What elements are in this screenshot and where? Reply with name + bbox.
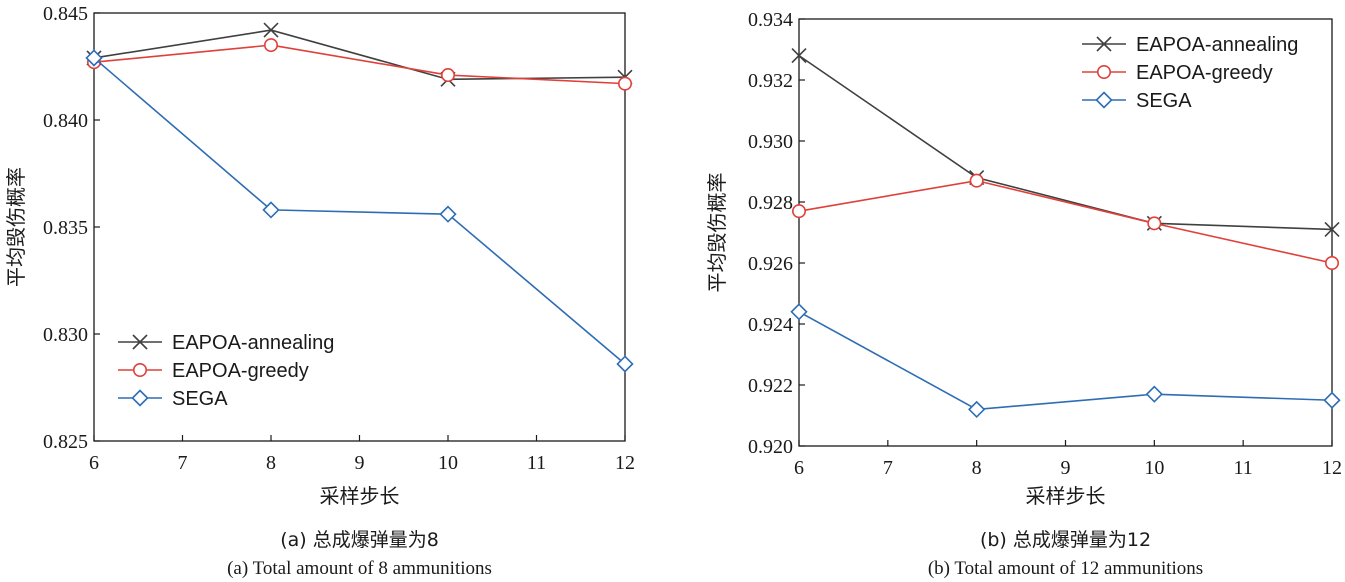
legend-label: EAPOA-greedy — [172, 360, 309, 382]
x-tick-label: 9 — [355, 452, 365, 474]
data-point — [1323, 391, 1341, 409]
data-point — [791, 204, 806, 219]
x-tick-label: 12 — [1322, 457, 1342, 479]
x-tick-label: 9 — [1061, 457, 1071, 479]
series-eapoa-greedy — [791, 173, 1340, 270]
legend-marker-b — [1096, 36, 1112, 52]
legend-marker — [1097, 65, 1112, 80]
x-tick-label: 12 — [615, 452, 635, 474]
chart-panel-a: 6 7 8 9 10 11 12 0.825 0.830 0.835 0.840 0.845 采样步长 平… — [4, 3, 635, 579]
chart-panel-b: 6 7 8 9 10 11 12 0.920 0.922 0.924 0.926 0.928 0.930… — [705, 9, 1342, 579]
legend-label: EAPOA-annealing — [1136, 34, 1298, 56]
legend-marker — [133, 362, 148, 377]
data-point — [85, 49, 103, 67]
caption-chinese: (a) 总成爆弹量为8 — [280, 529, 439, 551]
y-tick-label: 0.924 — [748, 314, 793, 336]
legend-label: SEGA — [172, 388, 228, 410]
y-tick-label: 0.934 — [748, 9, 793, 31]
data-point-b — [791, 48, 807, 64]
series-sega — [85, 49, 634, 373]
data-point — [440, 68, 455, 83]
series-sega — [790, 303, 1341, 419]
x-tick-label: 6 — [794, 457, 804, 479]
y-tick-label: 0.926 — [748, 253, 793, 275]
x-axis-title: 采样步长 — [320, 484, 400, 508]
legend-label: SEGA — [1136, 90, 1192, 112]
x-tick-label: 11 — [1234, 457, 1253, 479]
series-eapoa-greedy — [87, 38, 632, 91]
data-point — [439, 205, 457, 223]
data-point — [969, 173, 984, 188]
x-tick-label: 8 — [266, 452, 276, 474]
y-tick-label: 0.930 — [748, 131, 793, 153]
x-tick-label: 7 — [883, 457, 893, 479]
x-tick-label: 7 — [178, 452, 188, 474]
data-point-b — [1324, 221, 1340, 238]
legend-label: EAPOA-greedy — [1136, 62, 1273, 84]
caption-english: (b) Total amount of 12 ammunitions — [928, 558, 1203, 579]
x-tick-label: 11 — [527, 452, 546, 474]
y-tick-label: 0.840 — [43, 110, 88, 132]
legend: EAPOA-annealing EAPOA-greedy SEGA — [118, 332, 334, 410]
legend-marker-b — [132, 334, 148, 350]
data-point — [262, 201, 280, 219]
y-tick-label: 0.922 — [748, 375, 793, 397]
caption-chinese: (b) 总成爆弹量为12 — [980, 529, 1151, 551]
series-line — [798, 179, 1333, 264]
x-axis-title: 采样步长 — [1026, 484, 1106, 508]
legend-marker — [131, 389, 149, 407]
data-point — [617, 76, 632, 91]
data-point — [263, 38, 278, 53]
x-tick-label: 10 — [1144, 457, 1164, 479]
series-line — [798, 54, 1333, 231]
y-tick-label: 0.825 — [43, 431, 88, 453]
x-tick-label: 10 — [438, 452, 458, 474]
data-point — [968, 400, 986, 419]
series-line — [798, 311, 1333, 411]
x-tick-label: 6 — [89, 452, 99, 474]
data-point — [1145, 385, 1163, 403]
data-point — [790, 303, 808, 321]
legend-marker — [1095, 91, 1113, 109]
y-tick-label: 0.920 — [748, 436, 793, 458]
series-line — [93, 44, 626, 85]
y-tick-label: 0.835 — [43, 217, 88, 239]
y-tick-label: 0.830 — [43, 324, 88, 346]
data-point-b — [263, 22, 279, 38]
data-point — [1147, 216, 1162, 231]
legend: EAPOA-annealing EAPOA-greedy SEGA — [1082, 34, 1298, 112]
y-tick-label: 0.932 — [748, 70, 793, 92]
y-tick-label: 0.928 — [748, 192, 793, 214]
series-line — [93, 57, 626, 365]
caption-english: (a) Total amount of 8 ammunitions — [227, 558, 492, 579]
y-axis-title: 平均毁伤概率 — [4, 167, 28, 287]
data-point — [616, 355, 634, 373]
y-axis-title: 平均毁伤概率 — [705, 173, 729, 293]
y-tick-label: 0.845 — [43, 3, 88, 25]
x-tick-label: 8 — [972, 457, 982, 479]
legend-label: EAPOA-annealing — [172, 332, 334, 354]
data-point — [1325, 255, 1340, 270]
series-line — [93, 29, 626, 81]
